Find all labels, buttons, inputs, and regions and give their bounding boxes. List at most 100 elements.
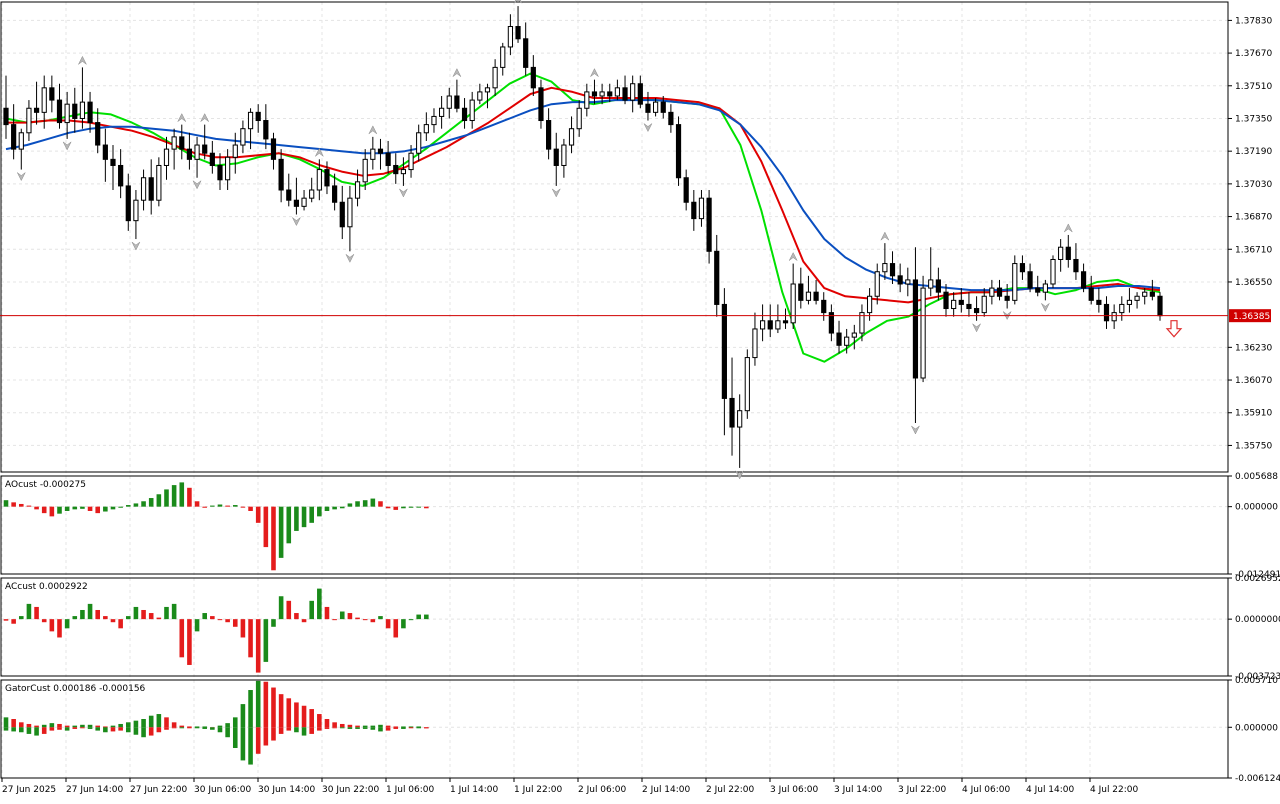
candle-body (1012, 263, 1018, 301)
gator-upper-bar (11, 719, 16, 728)
gator-lower-bar (408, 727, 414, 729)
candle-body (790, 283, 796, 324)
fractal-down-icon (643, 123, 653, 133)
gator-lower-bar (232, 727, 238, 748)
histogram-bar (416, 506, 421, 508)
gator-upper-bar (26, 723, 32, 728)
histogram-bar (141, 609, 146, 620)
gator-lower-bar (26, 727, 32, 734)
gator-upper-bar (125, 722, 131, 728)
gator-lower-bar (332, 727, 337, 729)
gator-lower-bar (141, 727, 146, 738)
fractal-down-icon (1041, 303, 1050, 312)
gator-upper-bar (355, 725, 360, 728)
candle-body (286, 189, 292, 201)
gator-lower-bar (80, 727, 85, 729)
candle-body (637, 83, 643, 105)
gator-upper-bar (34, 725, 39, 728)
candle-body (179, 136, 185, 150)
gator-lower-bar (294, 727, 299, 733)
candle-body (897, 275, 903, 285)
histogram-bar (110, 506, 116, 510)
candle-body (79, 101, 86, 119)
histogram-bar (95, 506, 101, 514)
fractal-up-icon (200, 113, 209, 122)
histogram-bar (278, 596, 284, 620)
candle-body (469, 99, 475, 122)
indicator-tick-label: 0.005688 (1235, 472, 1278, 482)
indicator-tick-label: -0.012491 (1235, 570, 1280, 580)
time-label: 30 Jun 14:00 (258, 785, 315, 795)
gator-upper-bar (416, 726, 421, 728)
gator-lower-bar (87, 727, 93, 729)
gator-upper-bar (317, 714, 322, 728)
gator-upper-bar (255, 680, 261, 728)
histogram-bar (179, 482, 185, 507)
candle-body (782, 320, 789, 324)
candle-body (1035, 287, 1041, 293)
candle-body (354, 181, 361, 199)
gator-lower-bar (286, 727, 292, 731)
time-label: 27 Jun 14:00 (66, 785, 123, 795)
histogram-bar (72, 506, 78, 510)
time-label: 30 Jun 22:00 (322, 785, 379, 795)
gator-lower-bar (217, 727, 223, 733)
gator-upper-bar (393, 726, 399, 728)
histogram-bar (164, 489, 169, 507)
histogram-bar (385, 506, 391, 509)
histogram-bar (317, 588, 322, 620)
candle-body (1027, 271, 1033, 289)
histogram-bar (156, 494, 162, 507)
histogram-bar (164, 606, 169, 620)
fractal-down-icon (972, 323, 981, 333)
histogram-bar (125, 616, 131, 620)
histogram-bar (370, 619, 376, 623)
histogram-bar (57, 619, 62, 638)
candle-body (653, 101, 659, 113)
gator-upper-bar (378, 724, 383, 728)
gator-lower-bar (401, 727, 406, 729)
candle-body (118, 164, 124, 187)
histogram-bar (225, 505, 230, 507)
candle-body (209, 152, 215, 166)
candle-body (530, 66, 536, 89)
histogram-bar (378, 501, 383, 507)
gator-lower-bar (57, 727, 62, 730)
gator-lower-bar (263, 727, 269, 746)
gator-upper-bar (141, 719, 146, 728)
candle-body (87, 101, 93, 124)
gator-lower-bar (324, 727, 330, 729)
candle-body (133, 199, 139, 222)
candle-body (523, 38, 529, 68)
panel-frame (0, 475, 1229, 575)
candle-body (309, 189, 315, 199)
histogram-bar (401, 506, 406, 509)
histogram-bar (11, 502, 16, 507)
gator-upper-bar (194, 726, 200, 728)
gator-upper-bar (57, 723, 62, 728)
candle-body (973, 308, 980, 314)
gator-lower-bar (156, 727, 162, 733)
gator-upper-bar (87, 724, 93, 728)
gator-lower-bar (347, 727, 353, 729)
histogram-bar (64, 506, 70, 511)
fractal-up-icon (880, 231, 890, 241)
current-price-tag (1229, 309, 1271, 323)
candle-body (110, 158, 116, 166)
histogram-bar (118, 619, 123, 629)
candle-body (507, 26, 513, 48)
gator-lower-bar (362, 727, 368, 729)
candlesticks (3, 6, 1163, 468)
histogram-bar (3, 619, 9, 621)
histogram-bar (87, 603, 93, 620)
gator-lower-bar (103, 727, 108, 733)
gator-upper-bar (49, 723, 55, 728)
histogram-bar (324, 506, 330, 511)
candle-body (859, 312, 865, 334)
histogram-bar (393, 506, 399, 510)
histogram-bar (49, 506, 55, 517)
histogram-bar (240, 506, 246, 508)
histogram-bar (355, 501, 360, 507)
gator-upper-bar (408, 726, 414, 728)
